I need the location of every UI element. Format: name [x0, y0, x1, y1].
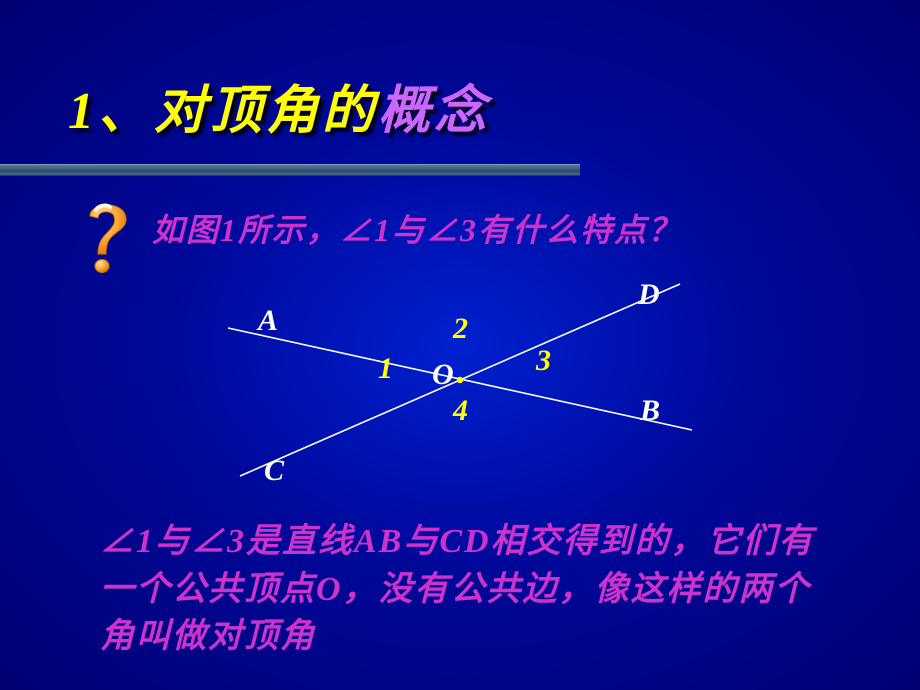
slide-title: 1、对顶角的概念: [68, 68, 490, 143]
question-text: 如图1所示，∠1与∠3有什么特点？: [152, 205, 682, 251]
center-dot: [457, 377, 463, 383]
angle-label-2: 2: [452, 312, 468, 345]
angle-label-4: 4: [452, 394, 468, 427]
title-part1: 1、对顶角的: [68, 83, 378, 140]
endpoint-label-C: C: [264, 454, 285, 487]
angle-label-3: 3: [535, 344, 551, 377]
title-part2: 概念: [378, 83, 490, 140]
endpoint-label-D: D: [637, 278, 660, 311]
endpoint-label-A: A: [256, 304, 278, 337]
endpoint-label-B: B: [639, 394, 660, 427]
title-underline: [0, 164, 580, 176]
question-mark-icon: [74, 196, 140, 276]
angle-label-1: 1: [378, 352, 393, 385]
center-label: O: [432, 358, 454, 391]
diagram-svg: O A B C D 1 2 3 4: [210, 268, 710, 488]
intersecting-lines-diagram: O A B C D 1 2 3 4: [210, 268, 710, 488]
conclusion-text: ∠1与∠3是直线AB与CD相交得到的，它们有一个公共顶点O，没有公共边，像这样的…: [100, 518, 840, 661]
